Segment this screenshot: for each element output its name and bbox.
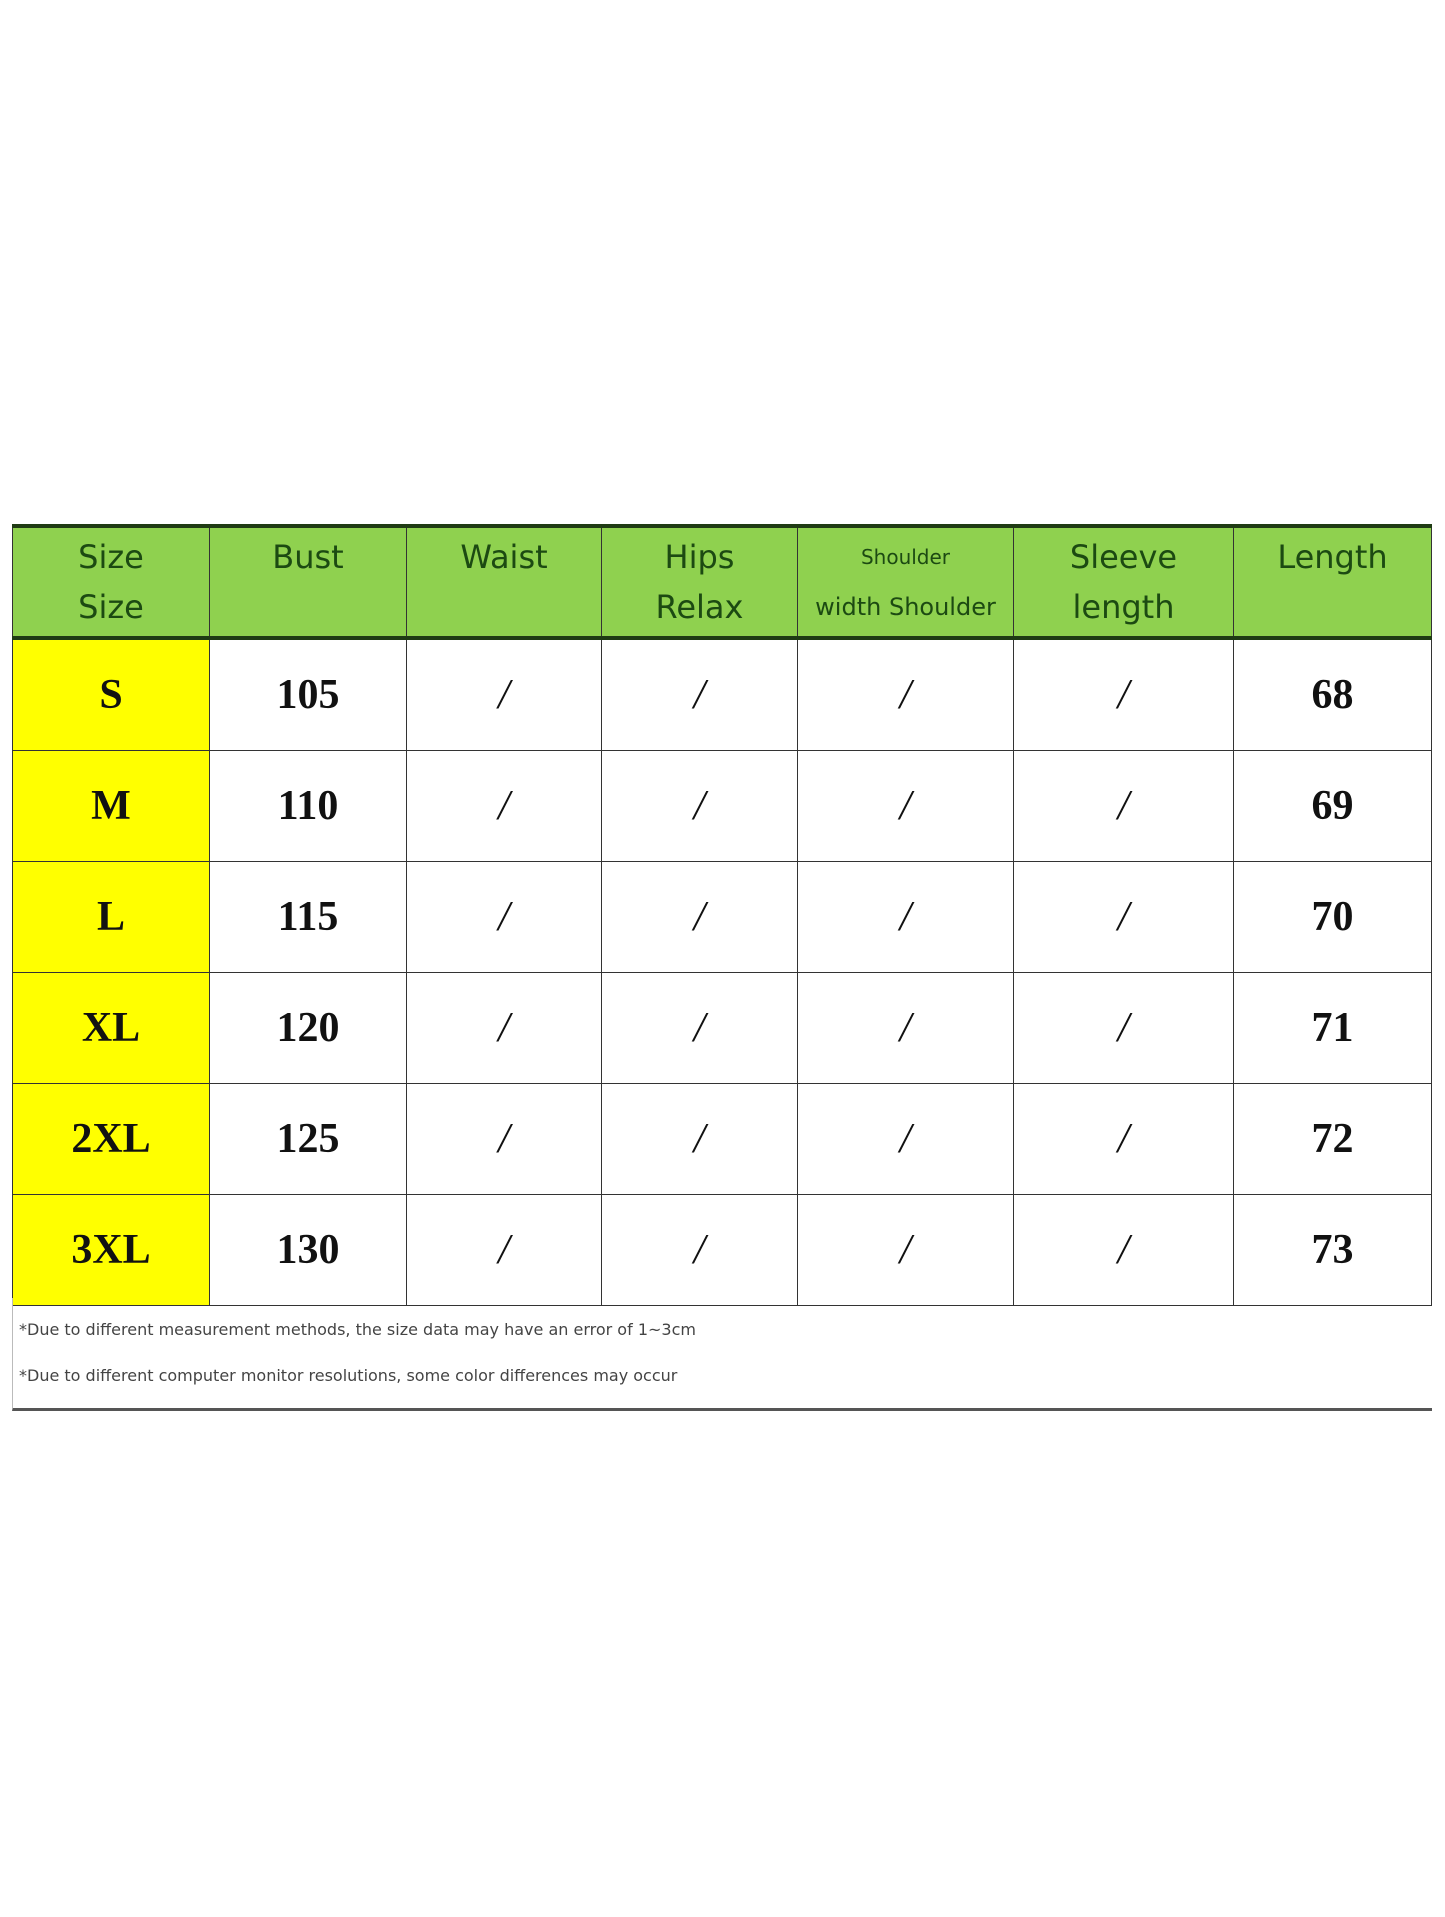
cell-length: 69 [1233, 750, 1432, 862]
table-row: 2XL 125// //72 [12, 1083, 1432, 1195]
table-row: M 110// //69 [12, 750, 1432, 862]
cell-size: XL [12, 972, 210, 1084]
cell-hips: / [601, 1194, 798, 1306]
cell-hips: / [601, 1083, 798, 1195]
cell-sleeve: / [1013, 1083, 1234, 1195]
cell-sleeve: / [1013, 972, 1234, 1084]
header-hips-line: Relax [655, 588, 744, 626]
header-waist-line: Waist [460, 538, 548, 576]
header-row: Size Size Bust Waist Hips Relax Shoulder widt… [12, 524, 1432, 640]
cell-size: L [12, 861, 210, 973]
cell-waist: / [406, 750, 602, 862]
table-row: S 105// //68 [12, 637, 1432, 751]
cell-bust: 130 [209, 1194, 407, 1306]
cell-hips: / [601, 750, 798, 862]
cell-waist: / [406, 1083, 602, 1195]
cell-bust: 125 [209, 1083, 407, 1195]
cell-hips: / [601, 972, 798, 1084]
cell-shoulder: / [797, 972, 1014, 1084]
cell-size: 2XL [12, 1083, 210, 1195]
cell-waist: / [406, 972, 602, 1084]
header-sleeve-line: length [1072, 588, 1175, 626]
header-size-line: Size [78, 588, 144, 626]
table-row: L 115// //70 [12, 861, 1432, 973]
header-size-line: Size [78, 538, 144, 576]
header-bust: Bust [209, 524, 407, 640]
cell-hips: / [601, 861, 798, 973]
cell-waist: / [406, 637, 602, 751]
cell-waist: / [406, 861, 602, 973]
cell-waist: / [406, 1194, 602, 1306]
note-measurement: *Due to different measurement methods, t… [19, 1320, 696, 1339]
header-shoulder-line: Shoulder [860, 545, 951, 569]
header-length-line: Length [1277, 538, 1388, 576]
cell-bust: 115 [209, 861, 407, 973]
cell-length: 70 [1233, 861, 1432, 973]
cell-length: 72 [1233, 1083, 1432, 1195]
cell-shoulder: / [797, 861, 1014, 973]
cell-hips: / [601, 637, 798, 751]
header-shoulder: Shoulder width Shoulder [797, 524, 1014, 640]
header-waist-line [407, 582, 601, 632]
header-hips: Hips Relax [601, 524, 798, 640]
cell-shoulder: / [797, 750, 1014, 862]
cell-length: 71 [1233, 972, 1432, 1084]
size-chart-table: Size Size Bust Waist Hips Relax Shoulder widt… [12, 524, 1432, 1306]
cell-sleeve: / [1013, 861, 1234, 973]
cell-size: 3XL [12, 1194, 210, 1306]
header-shoulder-line: width Shoulder [815, 593, 996, 621]
cell-sleeve: / [1013, 637, 1234, 751]
cell-bust: 105 [209, 637, 407, 751]
cell-bust: 110 [209, 750, 407, 862]
cell-shoulder: / [797, 1083, 1014, 1195]
cell-bust: 120 [209, 972, 407, 1084]
header-length: Length [1233, 524, 1432, 640]
table-row: XL 120// //71 [12, 972, 1432, 1084]
cell-size: M [12, 750, 210, 862]
cell-shoulder: / [797, 637, 1014, 751]
header-length-line [1234, 582, 1431, 632]
header-size: Size Size [12, 524, 210, 640]
cell-sleeve: / [1013, 1194, 1234, 1306]
header-bust-line: Bust [272, 538, 344, 576]
cell-shoulder: / [797, 1194, 1014, 1306]
header-sleeve-line: Sleeve [1069, 538, 1178, 576]
note-color: *Due to different computer monitor resol… [19, 1366, 678, 1385]
cell-length: 73 [1233, 1194, 1432, 1306]
cell-size: S [12, 637, 210, 751]
header-hips-line: Hips [664, 538, 735, 576]
table-row: 3XL 130// //73 [12, 1194, 1432, 1306]
cell-sleeve: / [1013, 750, 1234, 862]
notes: *Due to different measurement methods, t… [12, 1298, 1432, 1411]
cell-length: 68 [1233, 637, 1432, 751]
header-bust-line [210, 582, 406, 632]
header-waist: Waist [406, 524, 602, 640]
header-sleeve: Sleeve length [1013, 524, 1234, 640]
